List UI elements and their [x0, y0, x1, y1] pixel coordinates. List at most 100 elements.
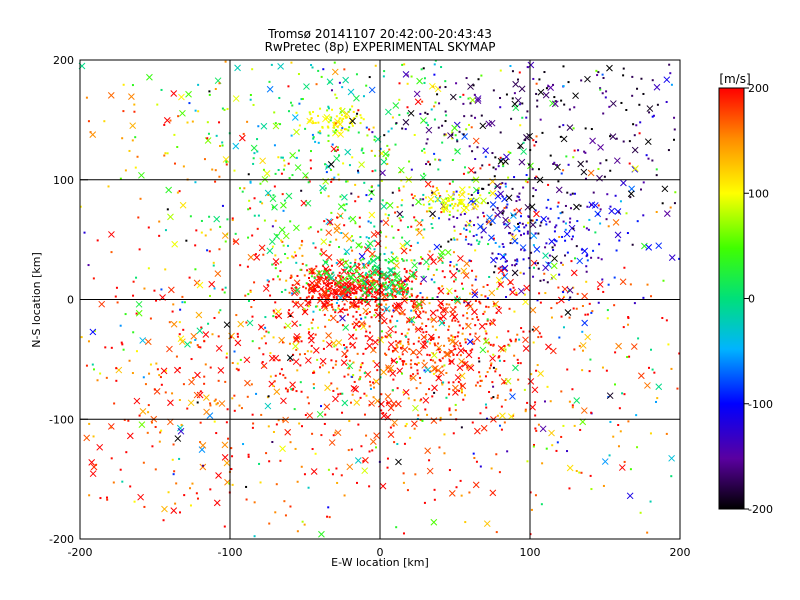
data-point: [370, 149, 373, 152]
data-point-cross: [457, 198, 464, 206]
data-point-cross: [167, 399, 174, 407]
data-point: [384, 246, 387, 249]
data-point-cross: [413, 90, 421, 98]
data-point-cross: [221, 232, 229, 239]
data-point-cross: [479, 346, 487, 354]
data-point-cross: [377, 336, 385, 344]
data-point: [401, 372, 404, 375]
data-point: [113, 402, 116, 405]
data-point: [437, 192, 440, 195]
data-point: [230, 468, 233, 471]
data-point: [401, 258, 404, 261]
data-point: [618, 407, 621, 410]
data-point: [642, 214, 645, 217]
data-point-cross: [316, 410, 324, 418]
data-point: [345, 116, 348, 119]
data-point-cross: [637, 372, 645, 380]
data-point: [441, 141, 444, 144]
data-point: [290, 61, 293, 64]
data-point: [335, 115, 338, 118]
data-point: [386, 162, 389, 165]
data-point: [661, 316, 664, 319]
data-point: [532, 77, 535, 80]
data-point: [540, 221, 543, 224]
data-point: [547, 183, 550, 186]
data-point: [327, 105, 330, 108]
data-point: [195, 229, 198, 232]
data-point: [499, 69, 502, 72]
data-point: [395, 343, 398, 346]
data-point: [384, 285, 387, 288]
data-point-cross: [545, 343, 552, 351]
data-point: [628, 355, 631, 358]
data-point: [434, 158, 437, 161]
data-point: [380, 284, 383, 287]
data-point: [155, 362, 158, 365]
data-point: [343, 270, 346, 273]
data-point-cross: [523, 284, 531, 292]
data-point: [422, 198, 425, 201]
data-point: [484, 337, 487, 340]
data-point-cross: [424, 447, 432, 455]
data-point: [415, 387, 418, 390]
data-point: [595, 69, 598, 72]
data-point: [147, 404, 150, 407]
data-point-cross: [232, 238, 240, 245]
data-point: [377, 266, 380, 269]
data-point: [200, 219, 203, 222]
data-point-cross: [89, 131, 97, 138]
data-point: [338, 246, 341, 249]
data-point: [199, 390, 202, 393]
data-point: [423, 151, 426, 154]
data-point: [357, 320, 360, 323]
data-point-cross: [272, 354, 280, 362]
data-point: [445, 190, 448, 193]
data-point: [357, 171, 360, 174]
data-point-cross: [573, 397, 581, 404]
data-point: [422, 310, 425, 313]
data-point: [429, 339, 432, 342]
data-point: [221, 141, 224, 144]
data-point: [403, 63, 406, 66]
data-point-cross: [511, 100, 519, 108]
data-point: [431, 217, 434, 220]
data-point-cross: [217, 366, 225, 374]
data-point: [426, 124, 429, 127]
data-point: [410, 225, 413, 228]
data-point: [175, 355, 178, 358]
data-point: [534, 232, 537, 235]
data-point-cross: [458, 186, 466, 193]
data-point: [178, 398, 181, 401]
data-point: [335, 360, 338, 363]
data-point-cross: [272, 258, 280, 265]
data-point: [501, 243, 504, 246]
data-point: [353, 326, 356, 329]
data-point: [553, 244, 556, 247]
data-point: [523, 232, 526, 235]
data-point: [530, 508, 533, 511]
data-point: [259, 481, 262, 484]
data-point-cross: [179, 109, 186, 117]
data-point: [443, 433, 446, 436]
data-point: [622, 67, 625, 70]
data-point-cross: [90, 463, 98, 471]
data-point: [581, 349, 584, 352]
data-point: [423, 228, 426, 231]
data-point: [122, 83, 125, 86]
data-point: [346, 180, 349, 183]
data-point: [451, 199, 454, 202]
data-point: [185, 239, 188, 242]
data-point: [492, 353, 495, 356]
data-point: [421, 100, 424, 103]
data-point: [443, 210, 446, 213]
data-point: [92, 368, 95, 371]
data-point: [560, 99, 563, 102]
data-point-cross: [472, 137, 480, 145]
data-point: [428, 207, 431, 210]
data-point: [384, 213, 387, 216]
data-point: [208, 250, 211, 253]
data-point: [246, 265, 249, 268]
colorbar-tick-label: -200: [748, 503, 773, 516]
data-point-cross: [292, 301, 300, 308]
data-point: [384, 335, 387, 338]
